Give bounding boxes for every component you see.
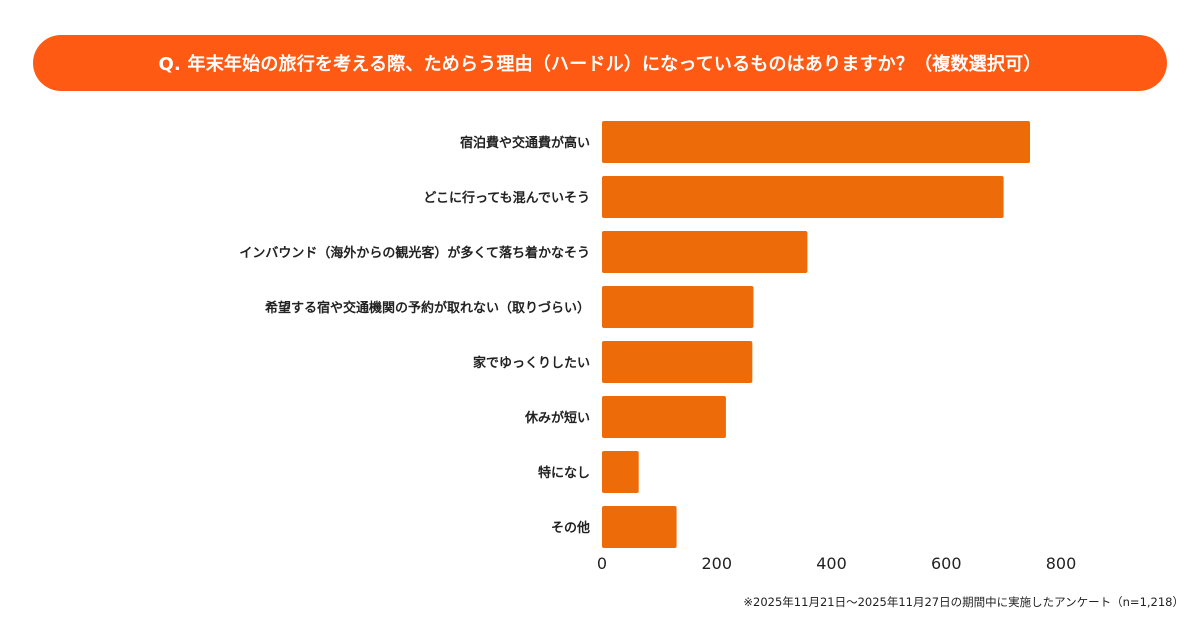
footnote: ※2025年11月21日〜2025年11月27日の期間中に実施したアンケート（n… [743, 595, 1184, 609]
bar [602, 176, 1004, 218]
x-tick-label: 600 [931, 554, 962, 573]
bar [602, 341, 753, 383]
category-label: 宿泊費や交通費が高い [460, 135, 590, 151]
bar [602, 231, 808, 273]
category-label: 希望する宿や交通機関の予約が取れない（取りづらい） [265, 300, 590, 316]
bar [602, 121, 1031, 163]
category-label: 家でゆっくりしたい [473, 355, 590, 371]
bar [602, 396, 726, 438]
category-label: その他 [551, 520, 590, 536]
x-tick-label: 800 [1046, 554, 1077, 573]
bar [602, 506, 677, 548]
category-label: 休みが短い [524, 410, 590, 426]
category-label: どこに行っても混んでいそう [423, 190, 590, 206]
chart-title: Q. 年末年始の旅行を考える際、ためらう理由（ハードル）になっているものはありま… [33, 35, 1167, 91]
x-tick-label: 200 [701, 554, 732, 573]
category-label: インバウンド（海外からの観光客）が多くて落ち着かなそう [239, 245, 590, 261]
x-tick-label: 0 [597, 554, 607, 573]
x-tick-label: 400 [816, 554, 847, 573]
category-label: 特になし [538, 465, 590, 481]
bar [602, 286, 754, 328]
bar [602, 451, 639, 493]
